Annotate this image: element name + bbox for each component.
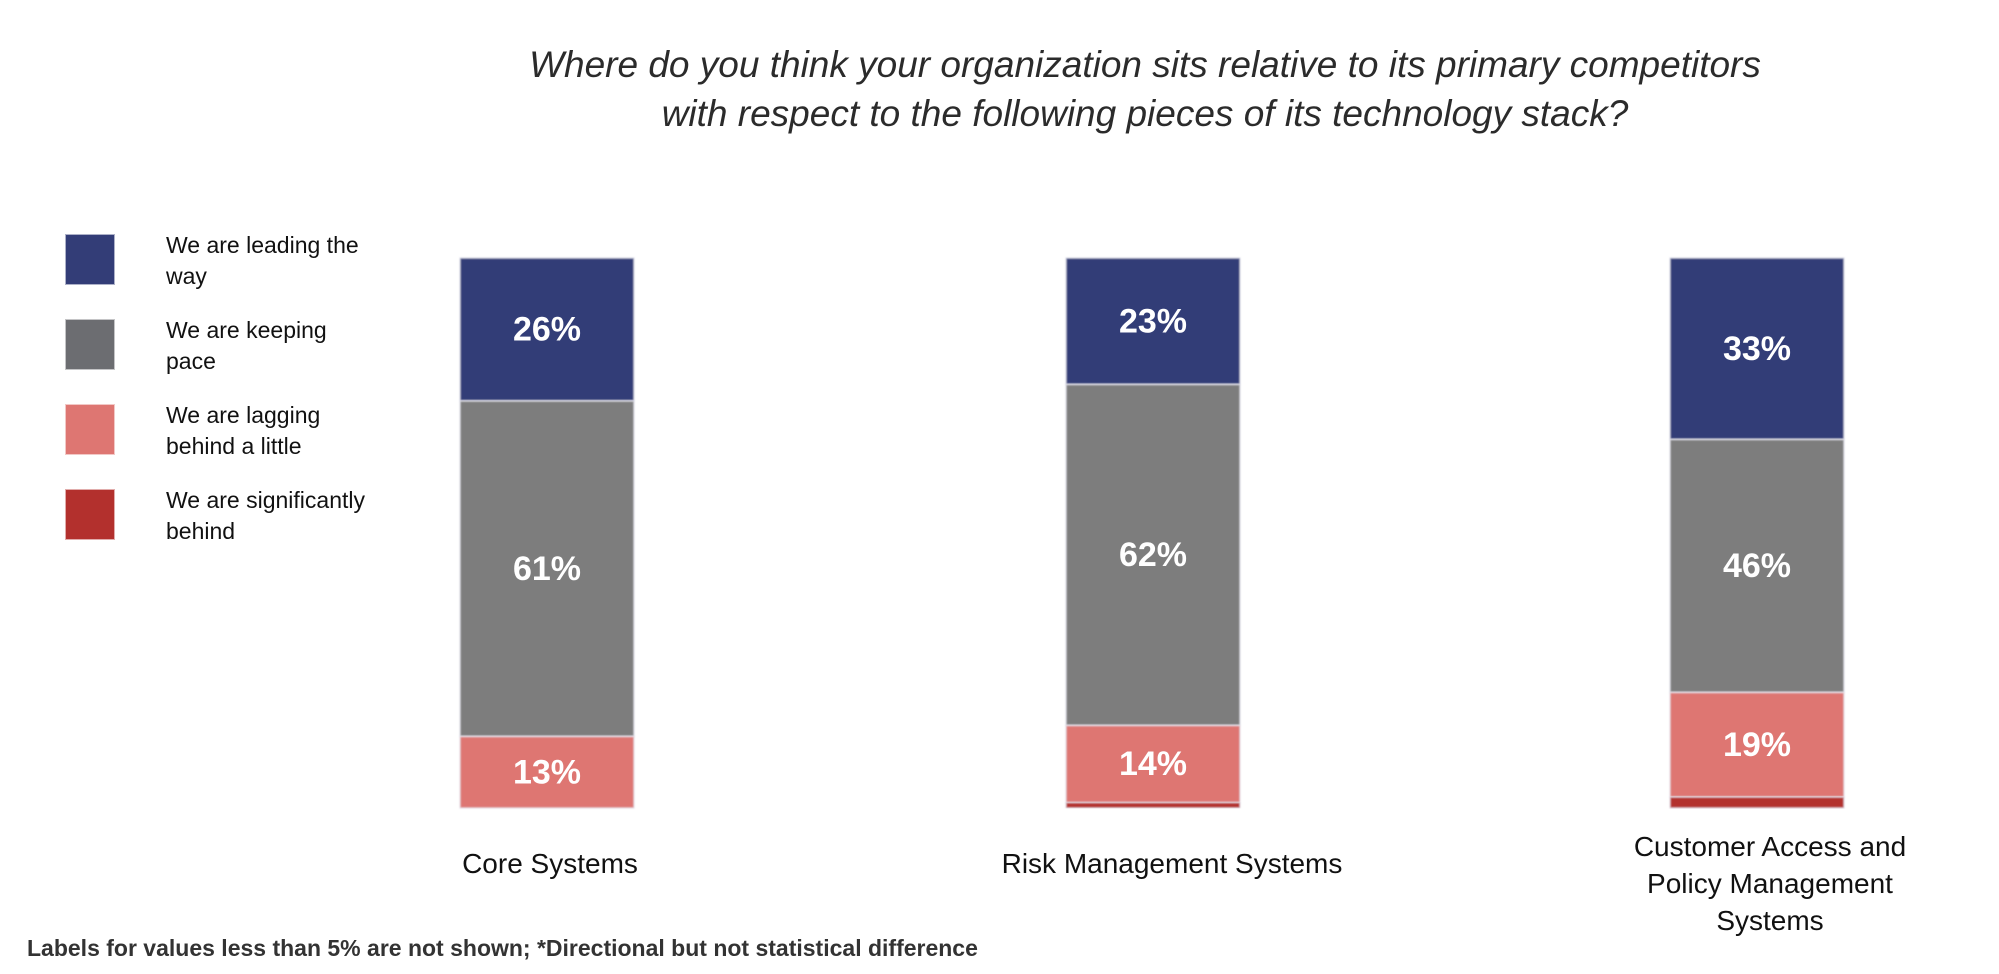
chart-title: Where do you think your organization sit… — [420, 40, 1870, 138]
legend-label-line: behind a little — [166, 433, 302, 459]
legend-swatch-significantly-behind — [65, 489, 115, 540]
legend-label-leading: We are leading the way — [166, 230, 416, 292]
legend-label-lagging: We are lagging behind a little — [166, 400, 416, 462]
legend-item-lagging: We are lagging behind a little — [65, 402, 425, 464]
legend-label-line: pace — [166, 348, 216, 374]
bar-segment-significantly-behind — [1669, 796, 1845, 809]
bar-segment-lagging — [459, 735, 635, 809]
legend-label-significantly-behind: We are significantly behind — [166, 485, 416, 547]
bar-value-label: 23% — [1119, 302, 1187, 340]
legend-label-line: We are keeping — [166, 317, 327, 343]
bar-value-label: 33% — [1723, 330, 1791, 368]
legend-label-keeping-pace: We are keeping pace — [166, 315, 416, 377]
category-label-line: Policy Management — [1647, 868, 1893, 899]
legend-item-keeping-pace: We are keeping pace — [65, 317, 425, 379]
legend-item-significantly-behind: We are significantly behind — [65, 487, 425, 549]
category-label-line: Risk Management Systems — [1001, 848, 1343, 879]
category-label: Risk Management Systems — [952, 845, 1392, 882]
legend-label-line: way — [166, 263, 207, 289]
bar-value-label: 26% — [513, 311, 581, 349]
bar-segment-significantly-behind — [1065, 801, 1241, 809]
bar-segment-leading — [459, 257, 635, 402]
legend-label-line: We are leading the — [166, 232, 359, 258]
bar-segment-keeping-pace — [459, 400, 635, 738]
legend-label-line: We are lagging — [166, 402, 321, 428]
legend-swatch-lagging — [65, 404, 115, 455]
bar-segment-lagging — [1065, 724, 1241, 804]
bar-value-label: 19% — [1723, 726, 1791, 764]
bars-layer — [459, 257, 1845, 809]
bar-value-label: 62% — [1119, 536, 1187, 574]
legend-swatch-keeping-pace — [65, 319, 115, 370]
bar-segment-leading — [1669, 257, 1845, 441]
category-label-line: Core Systems — [462, 848, 638, 879]
bar-value-label: 46% — [1723, 547, 1791, 585]
legend-item-leading: We are leading the way — [65, 232, 425, 294]
legend-label-line: behind — [166, 518, 236, 544]
category-label-line: Customer Access and — [1633, 831, 1907, 862]
legend-swatch-leading — [65, 234, 115, 285]
bar-value-label: 13% — [513, 753, 581, 791]
bar-labels-layer: 26% 61% 13% 23% 62% 14% 33% 46% 19% — [513, 302, 1791, 791]
bar-segment-keeping-pace — [1065, 383, 1241, 727]
category-label: Customer Access and Policy Management Syst… — [1550, 828, 1990, 939]
bar-segment-leading — [1065, 257, 1241, 386]
chart-title-line-1: Where do you think your organization sit… — [529, 44, 1761, 85]
category-label: Core Systems — [330, 845, 770, 882]
bar-value-label: 14% — [1119, 745, 1187, 783]
legend-label-line: We are significantly — [166, 487, 365, 513]
footnote: Labels for values less than 5% are not s… — [27, 935, 978, 961]
bar-segment-lagging — [1669, 691, 1845, 798]
bar-value-label: 61% — [513, 550, 581, 588]
chart-title-line-2: with respect to the following pieces of … — [661, 93, 1629, 134]
category-label-line: Systems — [1716, 905, 1824, 936]
